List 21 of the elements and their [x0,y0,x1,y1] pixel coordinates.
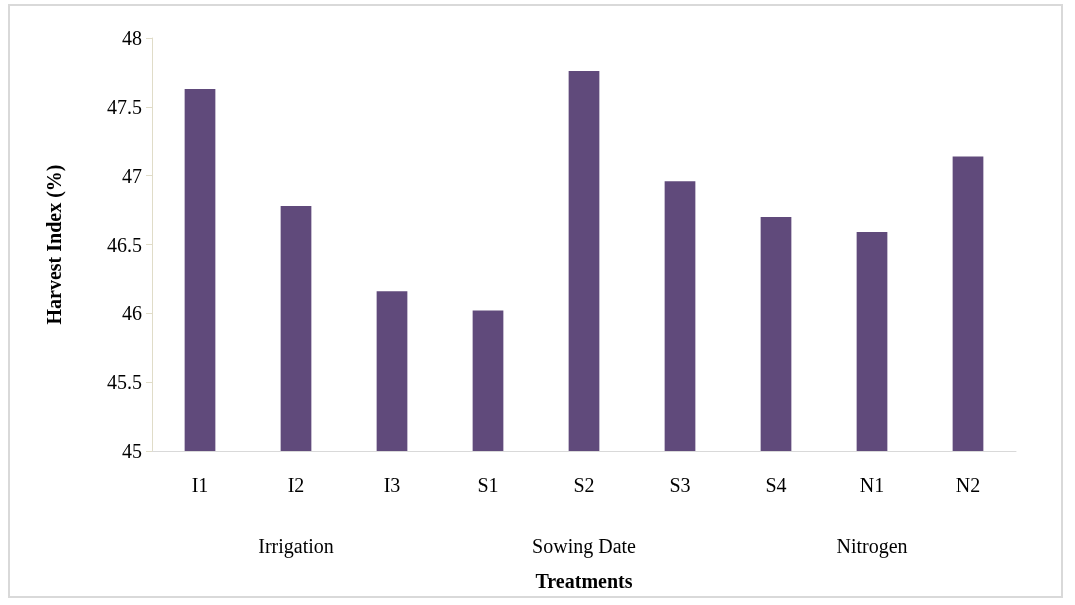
text: Sowing Date [532,535,637,558]
text: Nitrogen [836,535,908,558]
x-tick-label: N2 [955,474,981,496]
x-tick-label: S3 [669,474,691,496]
y-tick-label: 46.5 [107,233,142,256]
y-tick-label: 47 [122,164,142,187]
text: Irrigation [258,535,334,558]
x-tick-label: I2 [287,474,305,496]
x-tick-label: N1 [859,474,885,496]
y-tick-label: 48 [122,27,142,49]
y-tick-label: 46 [122,302,142,325]
y-tick-label: 47.5 [107,95,142,118]
x-tick-label: I1 [191,474,209,496]
y-axis-title: Harvest Index (%) [43,164,66,325]
x-tick-label: S2 [573,474,595,496]
x-tick-label: I3 [383,474,401,496]
y-tick-label: 45 [122,440,142,462]
x-tick-label: S1 [477,474,499,496]
x-axis-title: Treatments [535,570,633,592]
y-tick-label: 45.5 [107,371,142,394]
x-tick-label: S4 [765,474,787,496]
